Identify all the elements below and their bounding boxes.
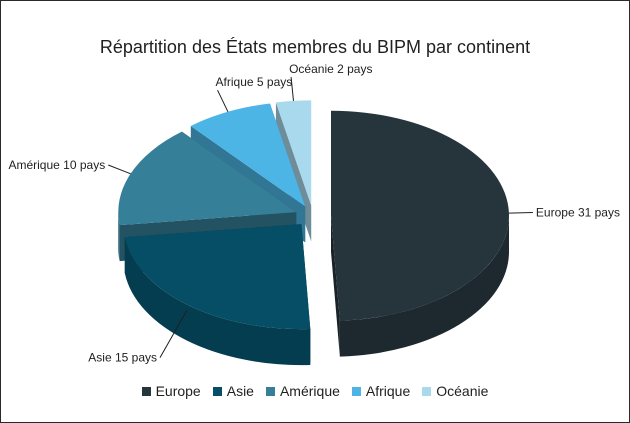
pie-slice-afrique bbox=[190, 103, 306, 207]
leader-line-afrique bbox=[217, 89, 229, 113]
data-label-afrique: Afrique 5 pays bbox=[216, 75, 293, 89]
legend-label: Europe bbox=[155, 383, 201, 399]
legend-label: Asie bbox=[226, 383, 254, 399]
legend-item-asie: Asie bbox=[212, 383, 254, 399]
chart-legend: Europe Asie Amérique Afrique Océanie bbox=[1, 383, 629, 399]
legend-item-ocanie: Océanie bbox=[422, 383, 488, 399]
pie-side-asie bbox=[124, 237, 311, 366]
pie-slice-ocanie bbox=[275, 100, 312, 206]
legend-item-afrique: Afrique bbox=[351, 383, 411, 399]
legend-item-amrique: Amérique bbox=[265, 383, 340, 399]
data-label-amrique: Amérique 10 pays bbox=[8, 158, 105, 172]
chart-title: Répartition des États membres du BIPM pa… bbox=[99, 37, 531, 57]
data-label-europe: Europe 31 pays bbox=[536, 206, 620, 220]
leader-line-asie bbox=[159, 309, 188, 358]
data-label-asie: Asie 15 pays bbox=[88, 351, 157, 365]
leader-line-ocanie bbox=[290, 77, 294, 102]
legend-label: Amérique bbox=[279, 383, 340, 399]
leader-line-europe bbox=[508, 212, 533, 214]
pie-face-europe bbox=[330, 215, 340, 357]
legend-swatch bbox=[141, 386, 151, 396]
legend-swatch bbox=[422, 386, 432, 396]
pie-side-europe bbox=[339, 215, 509, 357]
pie-slice-amrique bbox=[118, 131, 297, 226]
pie-slice-europe bbox=[330, 110, 509, 321]
legend-label: Afrique bbox=[365, 383, 411, 399]
legend-swatch bbox=[265, 386, 275, 396]
legend-label: Océanie bbox=[436, 383, 489, 399]
data-label-ocanie: Océanie 2 pays bbox=[289, 62, 372, 76]
pie-side-amrique bbox=[118, 212, 120, 262]
legend-item-europe: Europe bbox=[141, 383, 201, 399]
pie-slice-asie bbox=[124, 224, 311, 330]
legend-swatch bbox=[212, 386, 222, 396]
legend-swatch bbox=[351, 386, 361, 396]
leader-line-amrique bbox=[108, 164, 131, 175]
